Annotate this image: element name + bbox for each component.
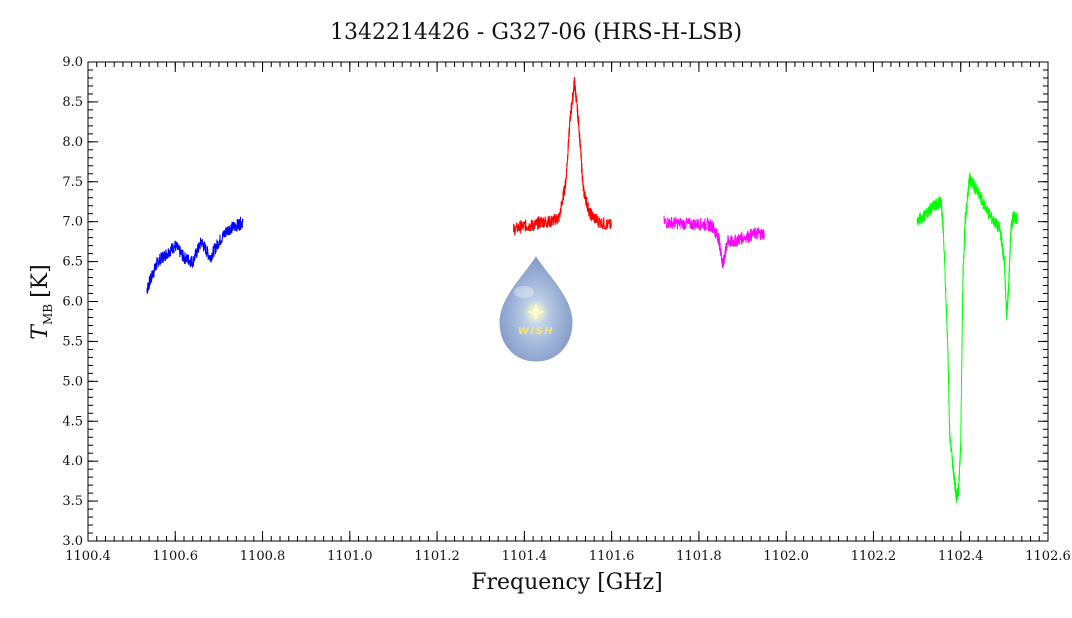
y-tick-label: 6.0 <box>62 295 83 310</box>
y-tick-label: 5.0 <box>62 374 83 389</box>
y-axis-label: TMB [K] <box>28 264 55 339</box>
y-tick-label: 3.0 <box>62 534 83 549</box>
x-tick-label: 1100.4 <box>65 549 111 564</box>
y-tick-label: 3.5 <box>62 494 83 509</box>
x-tick-label: 1102.0 <box>763 549 809 564</box>
chart-title: 1342214426 - G327-06 (HRS-H-LSB) <box>330 20 742 45</box>
plot-frame <box>87 61 1049 542</box>
x-tick-label: 1100.8 <box>240 549 286 564</box>
y-tick-label: 4.0 <box>62 454 83 469</box>
spectrum-series-3 <box>663 215 765 269</box>
x-tick-label: 1101.2 <box>414 549 460 564</box>
y-tick-label: 7.5 <box>62 175 83 190</box>
x-tick-label: 1101.6 <box>589 549 635 564</box>
y-tick-label: 5.5 <box>62 334 83 349</box>
x-tick-label: 1101.0 <box>327 549 373 564</box>
x-tick-label: 1102.6 <box>1025 549 1071 564</box>
y-tick-label: 9.0 <box>62 55 83 70</box>
y-axis-label-main: T <box>28 323 53 340</box>
y-tick-label: 6.5 <box>62 255 83 270</box>
x-tick-label: 1102.4 <box>938 549 984 564</box>
x-tick-label: 1100.6 <box>153 549 199 564</box>
y-tick-label: 4.5 <box>62 414 83 429</box>
y-axis-label-sub: MB <box>41 304 55 325</box>
spectrum-series-2 <box>513 77 612 236</box>
y-tick-label: 8.0 <box>62 135 83 150</box>
spectrum-series-4 <box>916 172 1018 503</box>
x-tick-label: 1102.2 <box>851 549 897 564</box>
y-tick-label: 7.0 <box>62 215 83 230</box>
series-group <box>146 77 1018 503</box>
y-axis-label-unit: [K] <box>28 264 53 298</box>
x-axis-label: Frequency [GHz] <box>471 570 663 595</box>
tick-labels: 1100.4 1100.6 1100.8 1101.0 1101.2 1101.4 1101… <box>62 55 1070 564</box>
x-tick-label: 1101.4 <box>502 549 548 564</box>
x-tick-label: 1101.8 <box>676 549 722 564</box>
svg-text:TMB[K]: TMB [K] <box>28 264 55 339</box>
wish-logo: WISH <box>499 256 573 362</box>
wish-logo-text: WISH <box>518 326 554 337</box>
y-tick-label: 8.5 <box>62 95 83 110</box>
spectrum-series-1 <box>146 216 244 294</box>
axis-ticks <box>87 61 1049 542</box>
